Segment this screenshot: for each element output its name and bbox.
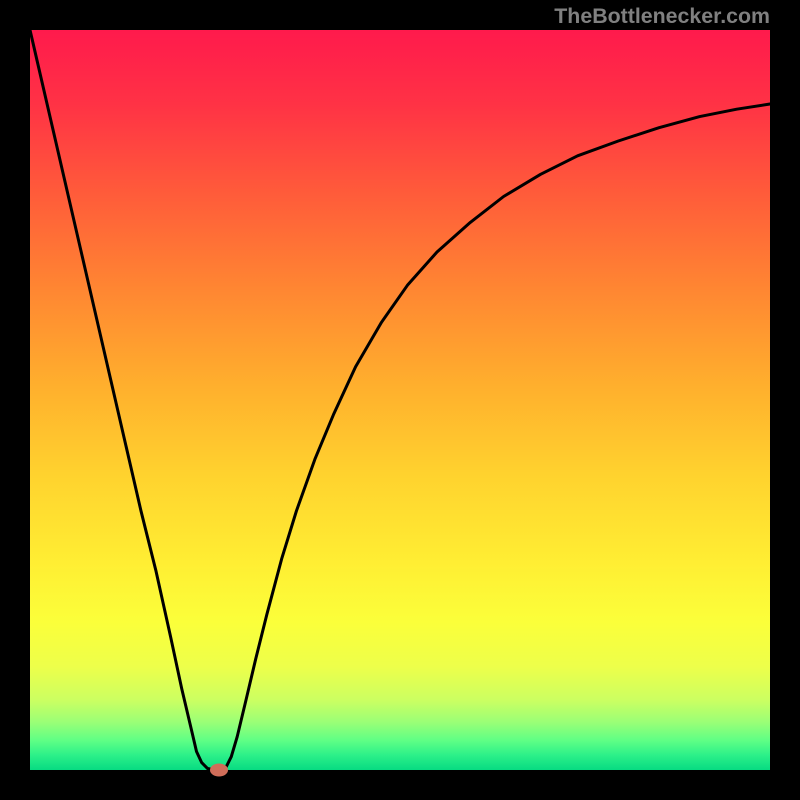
plot-area: [30, 30, 770, 770]
bottleneck-curve: [30, 30, 770, 770]
curve-layer: [30, 30, 770, 770]
marker-dot: [210, 764, 228, 777]
chart-frame: TheBottlenecker.com: [0, 0, 800, 800]
attribution-label: TheBottlenecker.com: [554, 4, 770, 29]
